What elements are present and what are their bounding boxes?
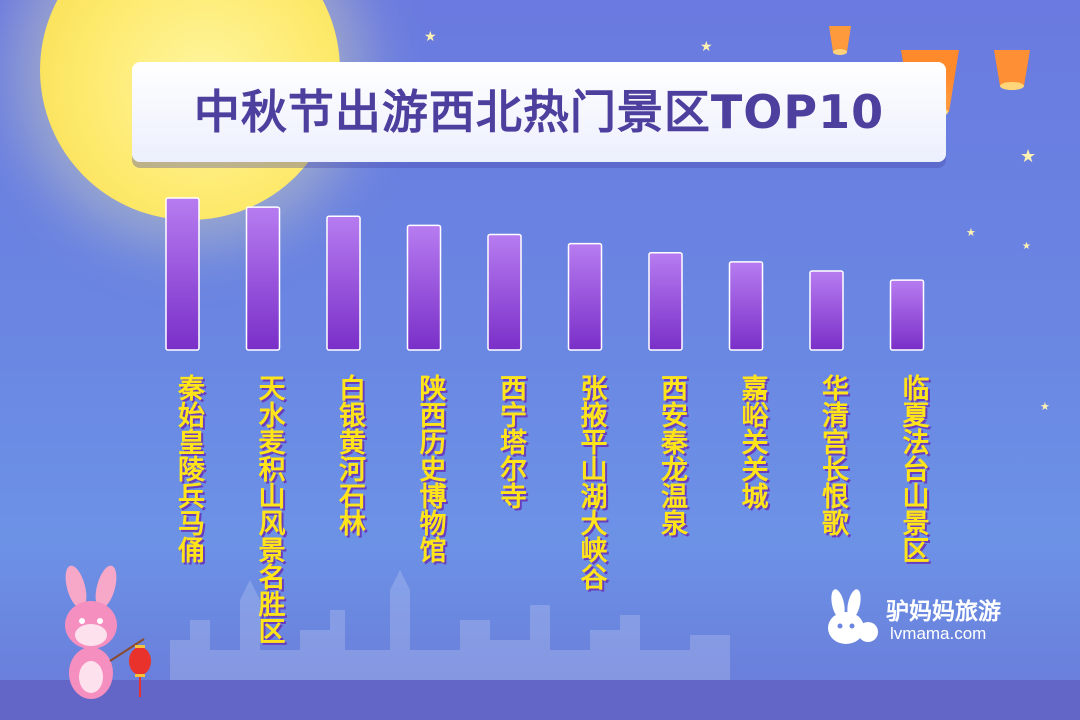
bar-6 [567,242,603,351]
bar-7 [648,251,683,351]
bar-5 [487,233,522,351]
category-label-2: 天水麦积山风景名胜区 [253,374,285,644]
star-icon: ★ [966,226,976,239]
category-label-4: 陕西历史博物馆 [414,374,446,563]
bar-2 [245,206,281,351]
category-label-1: 秦始皇陵兵马俑 [173,374,204,563]
bar-3 [326,215,361,351]
star-icon: ★ [700,39,713,55]
bar-9 [809,270,844,351]
star-icon: ★ [1040,400,1050,413]
brand-name: 驴妈妈旅游 [886,599,1001,625]
rabbit-logo-icon [828,589,878,644]
category-label-6: 张掖平山湖大峡谷 [575,374,607,590]
category-label-8: 嘉峪关关城 [736,374,768,509]
title-card: 中秋节出游西北热门景区TOP10 [132,62,946,162]
category-label-9: 华清宫长恨歌 [817,374,848,536]
sky-lantern-icon [994,50,1030,90]
bar-1 [165,197,200,351]
brand-url: lvmama.com [890,624,987,643]
category-label-7: 西安秦龙温泉 [656,374,687,536]
category-label-5: 西宁塔尔寺 [495,374,526,509]
brand-logo: 驴妈妈旅游 lvmama.com [820,586,1030,656]
sky-lantern-icon [829,26,851,55]
ground [0,680,1080,720]
star-icon: ★ [424,29,437,45]
city-skyline [170,570,730,680]
bar-10 [889,279,925,351]
rabbit-mascot-icon [65,565,151,699]
bar-8 [728,261,764,351]
star-icon: ★ [1022,241,1031,252]
category-label-3: 白银黄河石林 [334,374,365,536]
chart-title: 中秋节出游西北热门景区TOP10 [193,85,885,139]
category-label-10: 临夏法台山景区 [897,374,929,563]
star-icon: ★ [1020,146,1037,167]
bar-4 [406,224,442,351]
